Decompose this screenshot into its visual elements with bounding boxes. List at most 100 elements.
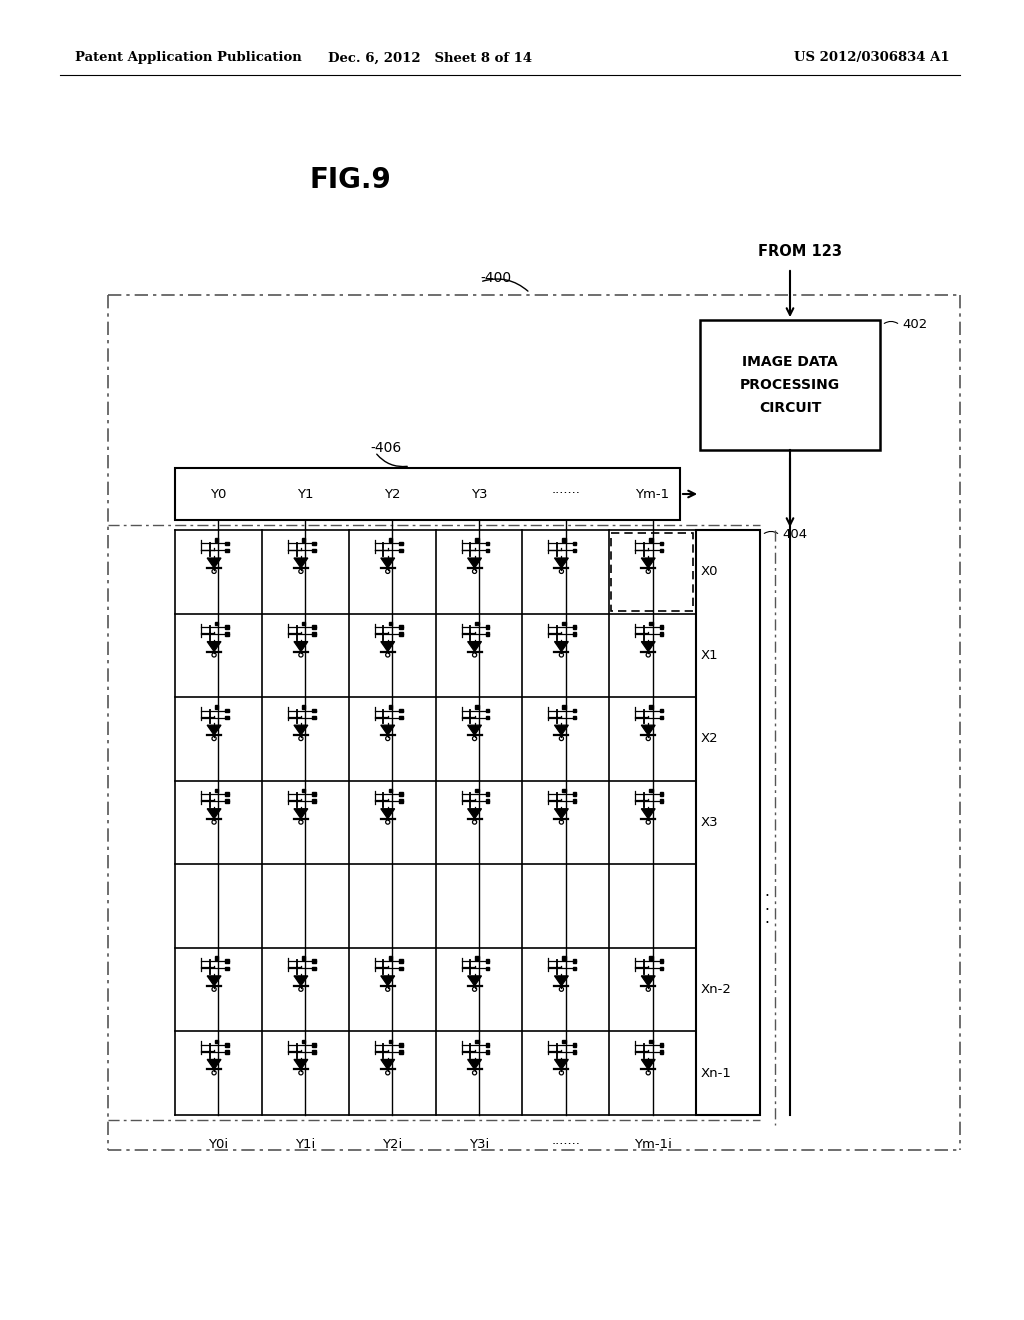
Polygon shape xyxy=(312,1051,315,1053)
Polygon shape xyxy=(399,632,402,636)
Text: Y3i: Y3i xyxy=(469,1138,489,1151)
Polygon shape xyxy=(572,632,577,636)
Polygon shape xyxy=(312,549,315,552)
Polygon shape xyxy=(562,705,565,709)
Polygon shape xyxy=(225,632,228,636)
Polygon shape xyxy=(554,809,568,818)
Polygon shape xyxy=(215,789,218,792)
Text: ·······: ······· xyxy=(551,487,581,500)
Polygon shape xyxy=(475,789,479,792)
Polygon shape xyxy=(381,975,394,986)
Polygon shape xyxy=(294,1060,308,1069)
Polygon shape xyxy=(485,632,489,636)
Polygon shape xyxy=(554,1060,568,1069)
Polygon shape xyxy=(225,960,228,964)
Polygon shape xyxy=(475,956,479,960)
Polygon shape xyxy=(554,725,568,735)
Polygon shape xyxy=(225,715,228,719)
Polygon shape xyxy=(215,539,218,541)
Polygon shape xyxy=(468,725,481,735)
Polygon shape xyxy=(572,966,577,970)
Polygon shape xyxy=(572,541,577,545)
Polygon shape xyxy=(399,966,402,970)
Polygon shape xyxy=(641,725,655,735)
Text: Dec. 6, 2012   Sheet 8 of 14: Dec. 6, 2012 Sheet 8 of 14 xyxy=(328,51,532,65)
Polygon shape xyxy=(399,709,402,713)
Polygon shape xyxy=(485,715,489,719)
Text: X1: X1 xyxy=(701,649,719,661)
Polygon shape xyxy=(399,549,402,552)
Text: FROM 123: FROM 123 xyxy=(758,244,842,260)
Polygon shape xyxy=(649,705,652,709)
Polygon shape xyxy=(215,705,218,709)
Polygon shape xyxy=(294,642,308,652)
Polygon shape xyxy=(572,792,577,796)
Polygon shape xyxy=(649,622,652,626)
Text: Y0: Y0 xyxy=(210,487,226,500)
Polygon shape xyxy=(485,1043,489,1047)
Polygon shape xyxy=(225,1043,228,1047)
Polygon shape xyxy=(641,642,655,652)
Polygon shape xyxy=(485,549,489,552)
Polygon shape xyxy=(649,956,652,960)
Polygon shape xyxy=(381,809,394,818)
Text: Y1: Y1 xyxy=(297,487,313,500)
FancyArrowPatch shape xyxy=(885,321,898,323)
Polygon shape xyxy=(572,1043,577,1047)
Polygon shape xyxy=(641,809,655,818)
Polygon shape xyxy=(312,792,315,796)
Polygon shape xyxy=(485,792,489,796)
Polygon shape xyxy=(485,626,489,628)
Polygon shape xyxy=(312,709,315,713)
Polygon shape xyxy=(302,539,305,541)
Text: ·······: ······· xyxy=(551,1138,581,1151)
Polygon shape xyxy=(485,541,489,545)
Polygon shape xyxy=(225,966,228,970)
Polygon shape xyxy=(381,1060,394,1069)
FancyArrowPatch shape xyxy=(377,454,408,466)
Text: X3: X3 xyxy=(701,816,719,829)
Polygon shape xyxy=(215,1040,218,1043)
Polygon shape xyxy=(659,549,663,552)
Polygon shape xyxy=(312,715,315,719)
Polygon shape xyxy=(312,626,315,628)
Text: Y2i: Y2i xyxy=(382,1138,402,1151)
Polygon shape xyxy=(485,966,489,970)
Polygon shape xyxy=(399,715,402,719)
Polygon shape xyxy=(312,966,315,970)
FancyBboxPatch shape xyxy=(696,531,760,1115)
Polygon shape xyxy=(389,622,392,626)
Polygon shape xyxy=(659,800,663,803)
Polygon shape xyxy=(207,558,221,568)
Polygon shape xyxy=(659,966,663,970)
Polygon shape xyxy=(302,622,305,626)
Polygon shape xyxy=(572,715,577,719)
Polygon shape xyxy=(399,1051,402,1053)
Polygon shape xyxy=(572,626,577,628)
Polygon shape xyxy=(562,789,565,792)
Polygon shape xyxy=(641,975,655,986)
Text: Y3: Y3 xyxy=(471,487,487,500)
Polygon shape xyxy=(659,792,663,796)
Polygon shape xyxy=(475,539,479,541)
Polygon shape xyxy=(381,642,394,652)
Polygon shape xyxy=(294,725,308,735)
Polygon shape xyxy=(641,1060,655,1069)
Polygon shape xyxy=(294,809,308,818)
Text: ·
·
·: · · · xyxy=(764,888,769,932)
Text: Ym-1i: Ym-1i xyxy=(634,1138,672,1151)
Polygon shape xyxy=(468,558,481,568)
FancyArrowPatch shape xyxy=(764,532,777,533)
Polygon shape xyxy=(399,800,402,803)
FancyArrowPatch shape xyxy=(482,279,528,292)
Polygon shape xyxy=(659,1043,663,1047)
Polygon shape xyxy=(572,960,577,964)
Polygon shape xyxy=(641,558,655,568)
Polygon shape xyxy=(225,709,228,713)
Polygon shape xyxy=(312,632,315,636)
FancyBboxPatch shape xyxy=(700,319,880,450)
Polygon shape xyxy=(215,956,218,960)
FancyBboxPatch shape xyxy=(175,469,680,520)
Polygon shape xyxy=(302,705,305,709)
Polygon shape xyxy=(649,1040,652,1043)
